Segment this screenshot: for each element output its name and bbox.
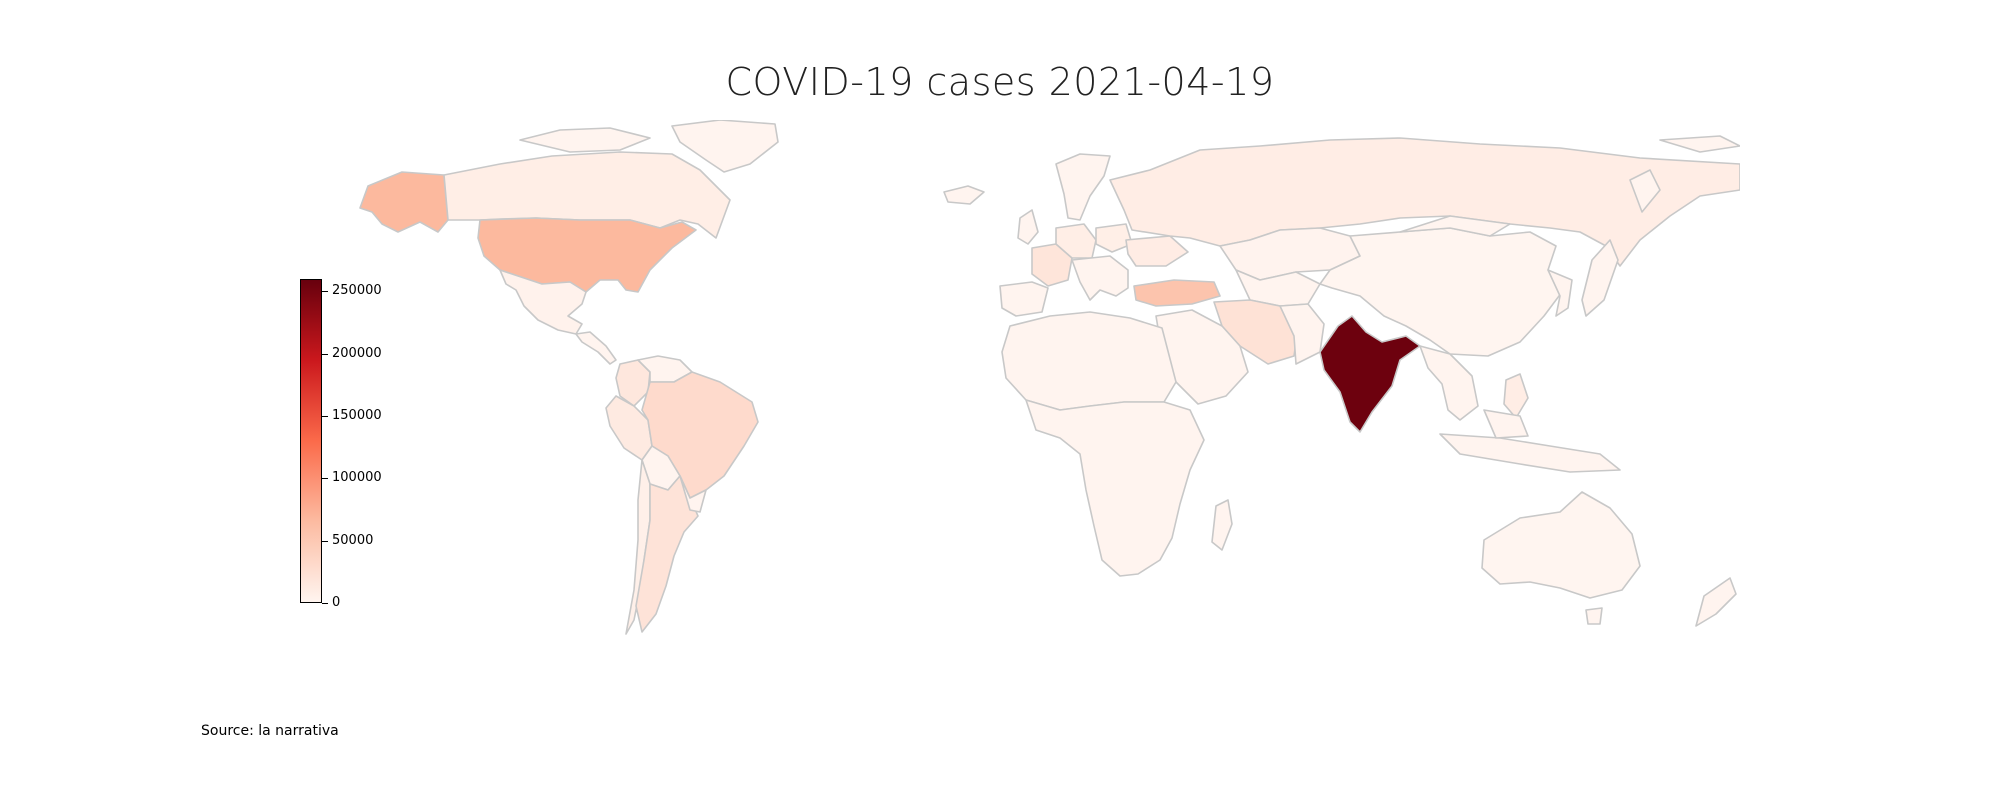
region-other xyxy=(1001,311,1177,411)
region-other xyxy=(943,185,985,205)
colorbar-tick-label: 50000 xyxy=(332,532,374,548)
region-other xyxy=(1399,215,1511,237)
world-map xyxy=(359,120,1740,635)
colorbar-tick xyxy=(322,540,328,542)
colorbar xyxy=(300,279,322,603)
region-ukraine xyxy=(1125,235,1189,267)
colorbar-tick xyxy=(322,478,328,480)
source-note: Source: la narrativa xyxy=(201,723,339,739)
region-poland xyxy=(1095,223,1133,253)
region-india xyxy=(1319,315,1421,433)
region-other xyxy=(1025,399,1205,577)
region-australia xyxy=(1481,491,1641,599)
region-other xyxy=(1439,433,1621,473)
region-china xyxy=(1319,227,1563,357)
region-other xyxy=(575,331,617,365)
region-other xyxy=(1071,255,1129,301)
region-other xyxy=(519,127,651,153)
region-other xyxy=(999,281,1049,317)
region-other xyxy=(1017,209,1039,245)
colorbar-tick-label: 250000 xyxy=(332,283,382,299)
region-alaska xyxy=(359,171,449,233)
region-other xyxy=(671,120,779,173)
region-other xyxy=(679,475,707,513)
region-other xyxy=(1547,269,1573,317)
colorbar-tick-label: 0 xyxy=(332,595,341,610)
colorbar-tick-label: 200000 xyxy=(332,345,382,361)
region-other xyxy=(1695,577,1737,627)
region-other xyxy=(1629,169,1661,213)
region-other xyxy=(1483,409,1529,439)
region-philippines xyxy=(1503,373,1529,419)
colorbar-tick xyxy=(322,603,328,604)
colorbar-tick-label: 100000 xyxy=(332,470,382,486)
region-brazil xyxy=(641,371,759,499)
region-other xyxy=(1419,345,1479,421)
colorbar-tick xyxy=(322,291,328,293)
region-other xyxy=(1055,153,1111,221)
map-title: COVID-19 cases 2021-04-19 xyxy=(725,60,1275,104)
region-other xyxy=(1659,135,1740,153)
region-other xyxy=(1211,499,1233,551)
region-other xyxy=(1585,607,1603,625)
colorbar-tick xyxy=(322,416,328,418)
colorbar-tick-label: 150000 xyxy=(332,408,382,424)
colorbar-tick xyxy=(322,353,328,355)
region-other xyxy=(1581,239,1619,317)
region-mexico xyxy=(499,269,587,335)
region-turkey xyxy=(1133,279,1221,307)
